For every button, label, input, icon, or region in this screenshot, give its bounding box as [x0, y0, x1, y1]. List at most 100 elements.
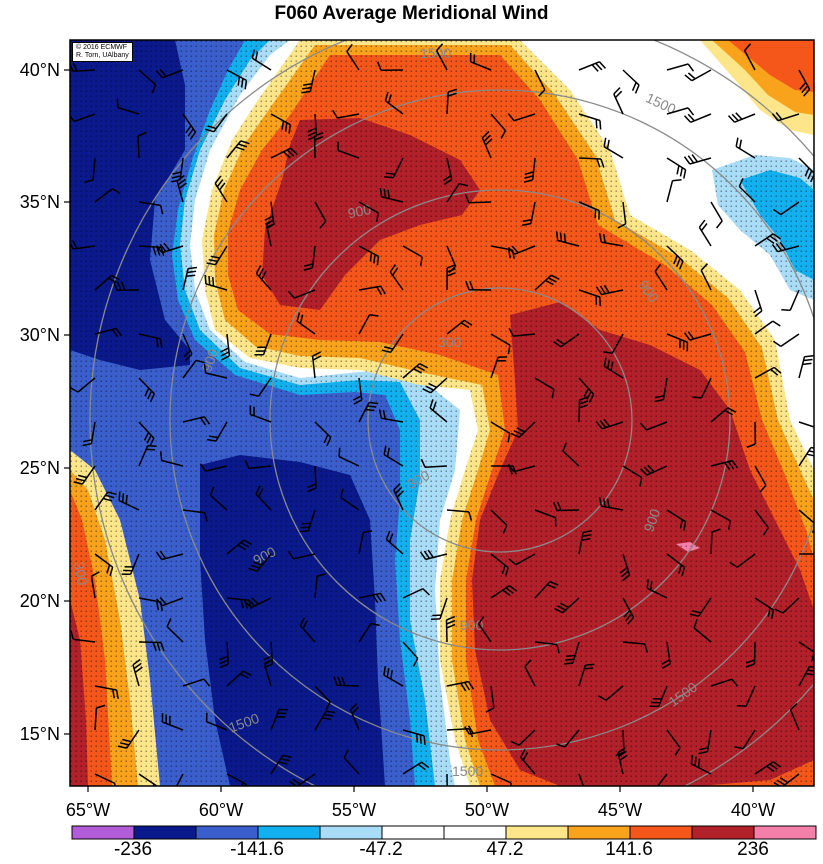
wind-barb-feather [579, 396, 589, 401]
wind-barb-feather [254, 51, 259, 61]
colorbar-label: -141.6 [230, 839, 284, 860]
wind-barb-feather [773, 208, 782, 216]
wind-barb [693, 627, 712, 643]
wind-barb [622, 641, 645, 645]
wind-barb [666, 107, 689, 115]
wind-barb-feather [803, 358, 813, 362]
wind-barb-feather [75, 477, 85, 482]
wind-barb [137, 135, 140, 159]
wind-barb-feather [804, 354, 814, 358]
wind-barb-feather [585, 663, 595, 666]
wind-barb-feather [326, 437, 332, 447]
wind-barb-feather [465, 280, 470, 290]
y-axis-label: 20°N [19, 591, 60, 611]
wind-barb-feather [447, 88, 458, 93]
wind-barb [257, 377, 272, 397]
wind-barb-feather [383, 666, 387, 676]
wind-barb-feather [505, 587, 514, 594]
wind-barb-feather [111, 689, 116, 699]
wind-barb-feather [204, 274, 207, 284]
wind-barb-feather [255, 265, 262, 274]
wind-barb-feather [107, 491, 117, 496]
colorbar-swatch [195, 825, 259, 840]
wind-barb-feather [502, 525, 508, 534]
wind-barb-feather [287, 550, 295, 560]
wind-barb-feather [72, 62, 78, 72]
wind-barb-feather [617, 746, 626, 754]
wind-barb-feather [678, 564, 683, 574]
wind-barb-feather [281, 120, 285, 130]
wind-barb-feather [694, 756, 697, 766]
wind-barb-feather [208, 275, 211, 286]
wind-barb [524, 666, 536, 687]
wind-barb-feather [769, 235, 778, 242]
wind-barb-feather [155, 245, 163, 254]
wind-barb-feather [209, 486, 215, 496]
wind-barb-feather [159, 338, 163, 348]
wind-barb-feather [512, 465, 517, 475]
wind-barb-feather [508, 465, 513, 475]
wind-barb-feather [643, 466, 652, 474]
wind-barb-feather [599, 420, 607, 429]
wind-barb-feather [779, 777, 789, 784]
wind-barb [622, 465, 643, 479]
wind-barb-feather [599, 285, 606, 295]
wind-barb [338, 149, 360, 159]
wind-barb-feather [137, 131, 147, 137]
wind-barb [138, 69, 156, 86]
wind-barb-feather [376, 286, 383, 296]
wind-barb-feather [550, 274, 560, 280]
y-axis-label: 40°N [19, 60, 60, 80]
wind-barb-feather [679, 167, 684, 177]
wind-barb-feather [547, 277, 557, 283]
wind-barb-feather [155, 337, 159, 348]
wind-barb-feather [727, 115, 736, 123]
wind-barb-feather [508, 558, 517, 566]
wind-barb-feather [382, 409, 386, 420]
wind-barb-feather [152, 642, 157, 652]
wind-barb-feather [738, 139, 743, 149]
wind-barb-feather [159, 205, 164, 215]
wind-barb-feather [683, 156, 691, 165]
wind-barb [736, 553, 756, 568]
wind-barb-feather [83, 439, 93, 443]
wind-barb [468, 201, 492, 204]
wind-barb-feather [555, 231, 559, 241]
wind-barb-feather [156, 642, 161, 652]
wind-barb-feather [249, 393, 259, 397]
wind-barb-feather [775, 242, 783, 252]
wind-barb-feather [698, 750, 708, 755]
wind-barb-feather [615, 751, 625, 757]
wind-barb [710, 509, 731, 522]
colorbar-label: 141.6 [605, 839, 653, 860]
wind-barb-feather [610, 361, 614, 371]
x-axis-label: 50°W [464, 800, 510, 820]
wind-barb-feather [644, 643, 649, 653]
wind-barb-feather [807, 669, 814, 672]
wind-barb-feather [468, 728, 474, 738]
wind-barb-feather [464, 726, 471, 735]
wind-barb [513, 333, 536, 337]
wind-barb-feather [149, 437, 155, 447]
wind-barb-feather [586, 391, 592, 400]
wind-barb-feather [206, 438, 217, 442]
wind-barb [605, 685, 624, 701]
wind-barb-feather [363, 530, 373, 534]
wind-barb-feather [524, 175, 534, 179]
wind-barb-feather [775, 112, 783, 120]
wind-barb-feather [619, 754, 628, 761]
wind-barb-feather [301, 522, 311, 525]
wind-barb-feather [577, 787, 584, 793]
wind-barb-feather [337, 676, 342, 686]
wind-barb-feather [300, 526, 310, 529]
wind-barb-feather [244, 459, 250, 469]
wind-barb-feather [147, 390, 153, 400]
wind-barb-feather [639, 422, 648, 431]
wind-barb [117, 106, 140, 115]
wind-barb-feather [264, 658, 273, 666]
wind-barb-feather [380, 285, 386, 295]
wind-barb-feather [582, 533, 592, 538]
wind-barb-feather [584, 667, 594, 670]
wind-barb-feather [263, 655, 273, 661]
wind-barb-feather [429, 399, 434, 409]
